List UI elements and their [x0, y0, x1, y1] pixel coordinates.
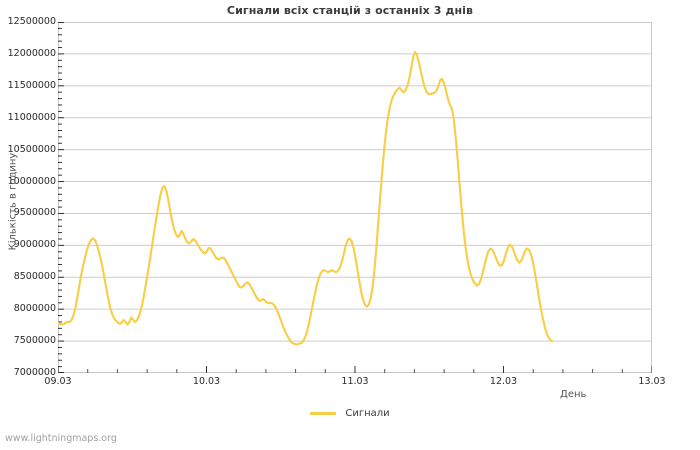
y-tick-label: 10500000	[7, 143, 56, 155]
chart-legend: Сигнали	[0, 408, 700, 420]
y-tick-label: 8500000	[13, 271, 56, 283]
y-tick-label: 11500000	[7, 79, 56, 91]
y-tick-label: 11000000	[7, 111, 56, 123]
y-tick-label: 12500000	[7, 16, 56, 27]
x-tick-label: 10.03	[192, 376, 221, 387]
x-tick-label: 11.03	[341, 376, 369, 387]
y-tick-label: 9000000	[13, 239, 56, 251]
y-tick-label: 9500000	[13, 207, 56, 219]
x-tick-label: 13.03	[638, 376, 666, 387]
x-tick-label: 09.03	[44, 376, 72, 387]
y-tick-label: 12000000	[7, 47, 56, 59]
y-axis-title: Кількість в годину	[7, 152, 19, 251]
y-axis-tick-labels: 12500000 12000000 11500000 11000000 10500000…	[0, 0, 56, 450]
watermark-url: www.lightningmaps.org	[5, 433, 117, 444]
y-tick-label: 8000000	[13, 303, 56, 315]
chart-plot-svg	[58, 22, 652, 373]
y-tick-label: 7000000	[13, 367, 56, 378]
x-tick-label: 12.03	[489, 376, 518, 387]
y-tick-label: 10000000	[7, 175, 56, 187]
y-tick-label: 7500000	[13, 335, 56, 347]
legend-color-swatch	[310, 412, 337, 415]
x-axis-title: День	[560, 389, 587, 400]
data-series-line-1	[58, 50, 554, 346]
legend-label-signals: Сигнали	[345, 408, 390, 419]
chart-title: Сигнали всіх станцій з останніх 3 днів	[226, 4, 474, 17]
plot-area	[58, 22, 652, 373]
